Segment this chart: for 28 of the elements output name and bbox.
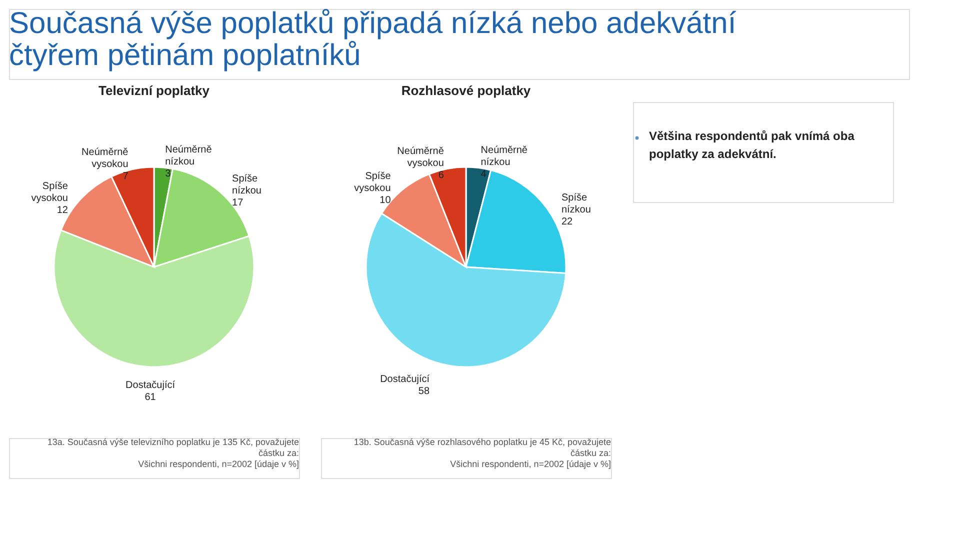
text: 13b. Současná výše rozhlasového poplatku je 45 Kč, považujete částku za: [354, 437, 611, 458]
data-label: 58 [418, 386, 430, 398]
data-label: 7 [122, 170, 129, 182]
slice-label: Spíše vysokou [31, 181, 68, 204]
slice-label: Neúměrně nízkou [480, 144, 528, 168]
data-label: 61 [144, 392, 156, 403]
chart-title: Televizní poplatky [98, 83, 210, 98]
slice-label: Spíše vysokou [354, 171, 392, 194]
text: Všichni respondenti, n=2002 [údaje v %] [138, 459, 299, 469]
data-label: 10 [380, 195, 392, 206]
data-label: 6 [438, 170, 444, 182]
chart-title: Rozhlasové poplatky [401, 83, 532, 98]
data-label: 17 [232, 197, 244, 208]
text: Současná výše poplatků připadá nízká nebo adekvátní čtyřem pětinám poplatníků [9, 7, 737, 72]
data-label: 3 [165, 168, 172, 180]
slice-label: Neúměrně vysokou [82, 146, 129, 170]
text: Všichni respondenti, n=2002 [údaje v %] [450, 459, 611, 469]
slice-label: Neúměrně nízkou [165, 144, 212, 168]
slice-label: Dostačující [380, 374, 430, 386]
slice-label: Spíše nízkou [561, 192, 591, 216]
slice-label: Neúměrně vysokou [397, 146, 444, 170]
data-label: 4 [480, 168, 487, 180]
data-label: 22 [561, 216, 574, 228]
text: 13a. Současná výše televizního poplatku je 135 Kč, považujete částku za: [47, 437, 299, 458]
data-label: 12 [56, 205, 68, 216]
slice-label: Dostačující [126, 380, 176, 391]
slice-label: Spíše nízkou [232, 173, 262, 196]
text: Většina respondentů pak vnímá oba poplatky za adekvátní. [649, 129, 855, 161]
